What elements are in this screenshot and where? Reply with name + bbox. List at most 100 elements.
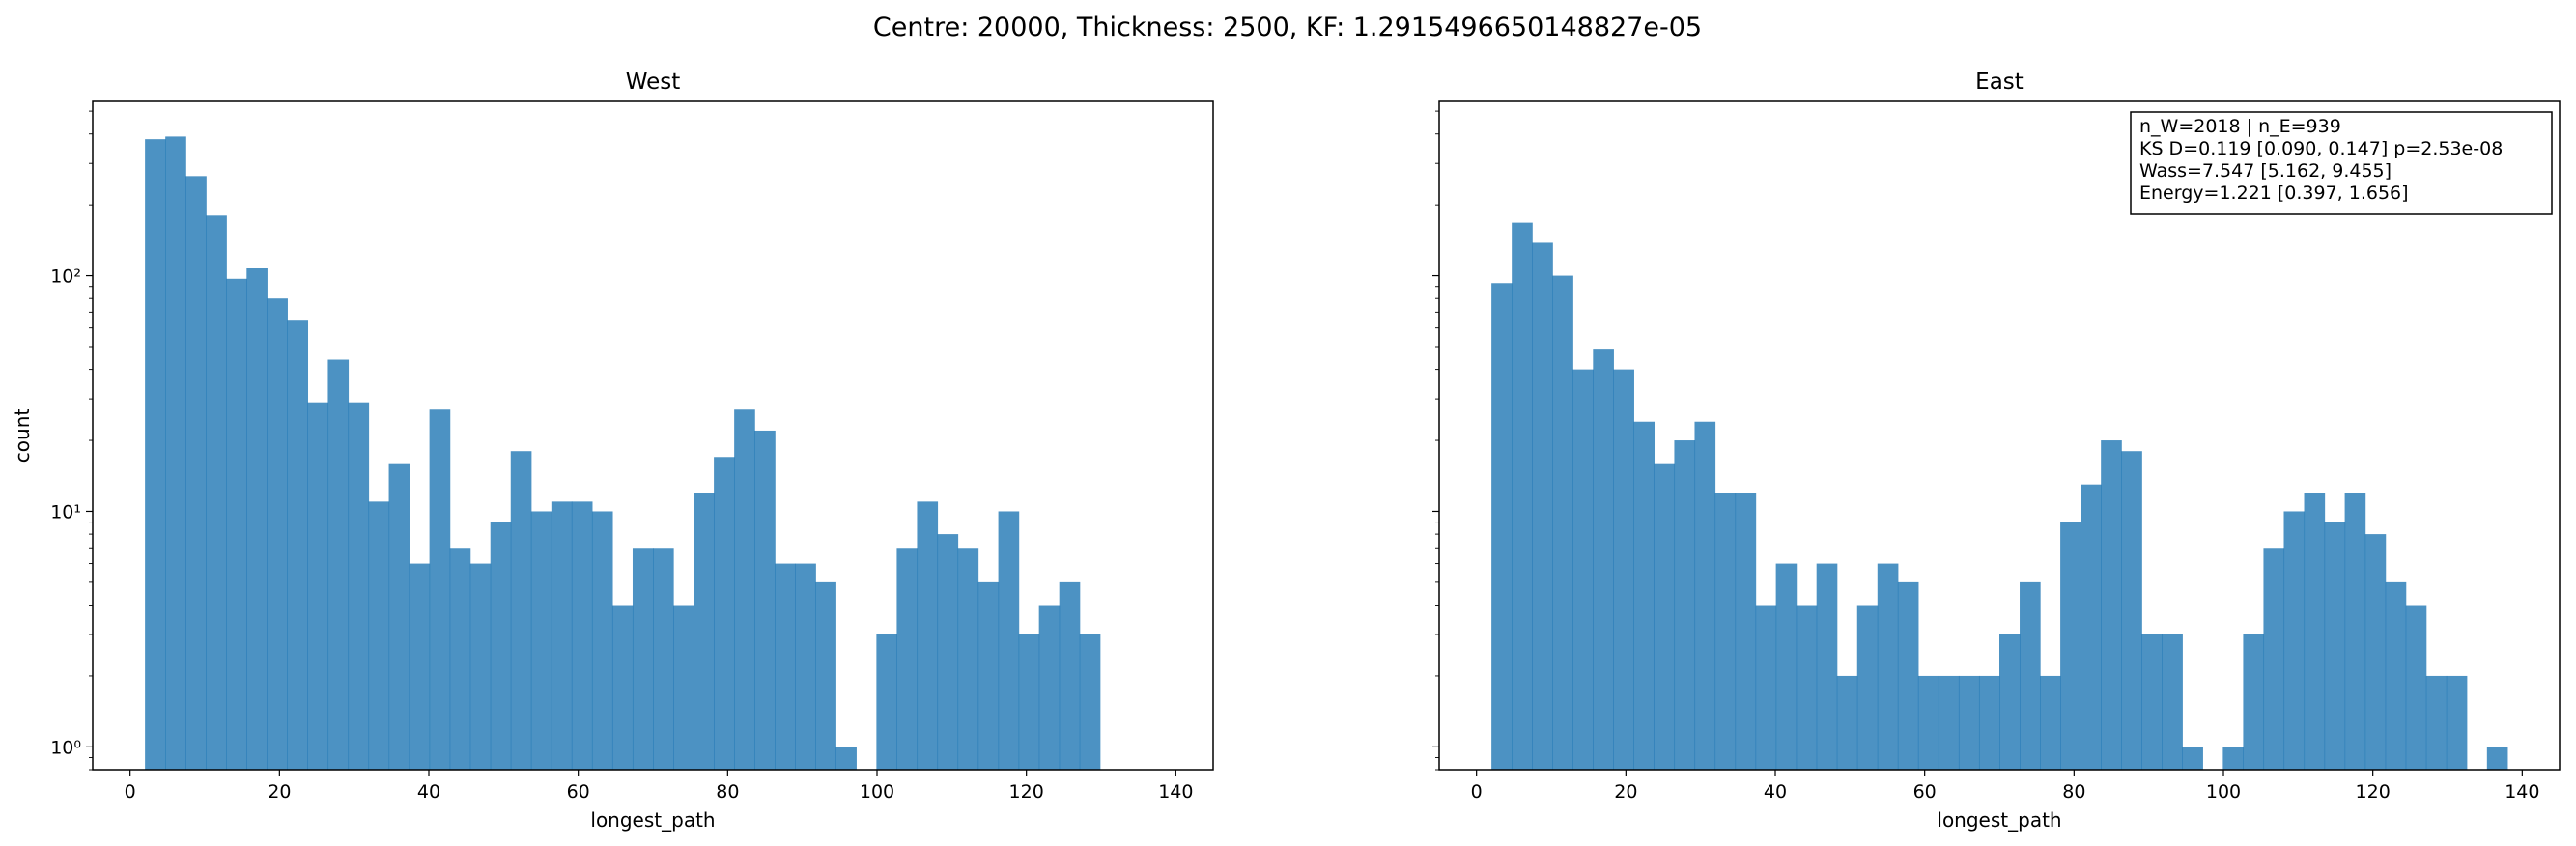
histogram-bar	[694, 493, 715, 770]
histogram-bar	[2446, 675, 2468, 770]
x-tick-label: 0	[125, 781, 136, 803]
histogram-bar	[2364, 534, 2387, 770]
histogram-bar	[206, 215, 227, 770]
histogram-bar	[1897, 581, 1919, 770]
y-ticks-east	[1432, 110, 1439, 771]
x-tick-label: 140	[1158, 781, 1193, 803]
histogram-bar	[2405, 605, 2427, 770]
histogram-bars-west	[145, 136, 1101, 771]
histogram-bar	[2425, 675, 2448, 770]
histogram-bar	[957, 548, 979, 770]
histogram-bar	[998, 511, 1020, 770]
histogram-bar	[653, 548, 674, 770]
histogram-bar	[1877, 563, 1899, 770]
histogram-bar	[2182, 747, 2203, 770]
histogram-bar	[1491, 283, 1513, 770]
histogram-bar	[551, 501, 573, 770]
histogram-bar	[1755, 605, 1777, 770]
histogram-bar	[267, 298, 288, 770]
histogram-bar	[937, 534, 959, 770]
x-tick-label: 140	[2505, 781, 2539, 803]
histogram-bar	[1917, 675, 1939, 770]
y-tick-label: 10²	[50, 267, 81, 288]
histogram-bar	[2141, 634, 2163, 770]
histogram-bar	[469, 563, 492, 770]
histogram-bar	[510, 451, 532, 770]
x-tick-label: 120	[2356, 781, 2391, 803]
histogram-bar	[2162, 634, 2183, 770]
x-tick-label: 80	[2062, 781, 2085, 803]
histogram-bar	[835, 747, 857, 770]
histogram-bar	[287, 320, 309, 770]
histogram-bar	[1856, 605, 1879, 770]
histogram-bar	[1552, 275, 1573, 770]
panel-west: West 0 20 40 60 80 100 120 140 10⁰ 10¹ 10² longes…	[11, 70, 1214, 832]
stats-line-ks: KS D=0.119 [0.090, 0.147] p=2.53e-08	[2139, 138, 2503, 159]
histogram-bar	[145, 139, 166, 770]
x-tick-label: 100	[860, 781, 894, 803]
histogram-bar	[2486, 747, 2508, 770]
panel-title-west: West	[626, 70, 681, 95]
histogram-bar	[327, 359, 350, 770]
histogram-bar	[2060, 522, 2081, 770]
histogram-bar	[917, 501, 939, 770]
histogram-bar	[714, 457, 735, 770]
histogram-bar	[2222, 747, 2245, 770]
histogram-bar	[368, 501, 390, 770]
histogram-bar	[632, 548, 654, 770]
y-tick-label: 10⁰	[50, 737, 81, 758]
x-tick-label: 40	[417, 781, 440, 803]
histogram-bar	[977, 581, 1000, 770]
histogram-bar	[734, 409, 755, 770]
histogram-bar	[1059, 581, 1081, 770]
histogram-bar	[1958, 675, 1980, 770]
histogram-bar	[1999, 634, 2021, 770]
figure-title: Centre: 20000, Thickness: 2500, KF: 1.29…	[873, 13, 1702, 42]
histogram-bar	[490, 522, 512, 770]
y-axis-label-west: count	[11, 409, 34, 464]
histogram-bar	[1938, 675, 1960, 770]
histogram-bar	[1735, 493, 1757, 770]
histogram-bar	[673, 605, 694, 770]
histogram-bars-east	[1491, 222, 2508, 770]
stats-line-counts: n_W=2018 | n_E=939	[2139, 116, 2341, 137]
histogram-bar	[165, 136, 186, 770]
histogram-bar	[388, 463, 410, 770]
histogram-bar	[2263, 548, 2285, 770]
histogram-bar	[2243, 634, 2265, 770]
histogram-bar	[1654, 463, 1676, 770]
histogram-bar	[2385, 581, 2407, 770]
panel-title-east: East	[1975, 70, 2024, 95]
histogram-bar	[1836, 675, 1858, 770]
histogram-bar	[591, 511, 613, 770]
histogram-bar	[2020, 581, 2041, 770]
stats-annotation-box: n_W=2018 | n_E=939 KS D=0.119 [0.090, 0.…	[2130, 111, 2553, 215]
x-tick-label: 20	[268, 781, 291, 803]
y-ticks-west: 10⁰ 10¹ 10²	[50, 110, 93, 771]
axes-frame-east	[1438, 100, 2561, 771]
x-ticks-west: 0 20 40 60 80 100 120 140	[125, 770, 1193, 803]
histogram-bar	[2081, 484, 2102, 770]
histogram-bar	[246, 268, 268, 770]
x-tick-label: 100	[2206, 781, 2241, 803]
histogram-bar	[1532, 242, 1553, 770]
histogram-bar	[1633, 421, 1656, 770]
x-tick-label: 120	[1009, 781, 1044, 803]
histogram-bar	[348, 402, 370, 770]
histogram-bar	[815, 581, 836, 770]
histogram-bar	[1079, 634, 1101, 770]
x-tick-label: 40	[1764, 781, 1787, 803]
histogram-bar	[2324, 522, 2346, 770]
stats-box-frame	[2130, 111, 2553, 215]
histogram-bar	[2344, 493, 2366, 770]
histogram-bar	[530, 511, 552, 770]
histogram-bar	[571, 501, 593, 770]
x-tick-label: 20	[1614, 781, 1637, 803]
histogram-bar	[1674, 440, 1696, 770]
histogram-bar	[1018, 634, 1040, 770]
x-tick-label: 80	[716, 781, 739, 803]
histogram-bar	[226, 278, 247, 770]
histogram-bar	[429, 409, 451, 770]
histogram-bar	[1512, 222, 1533, 770]
